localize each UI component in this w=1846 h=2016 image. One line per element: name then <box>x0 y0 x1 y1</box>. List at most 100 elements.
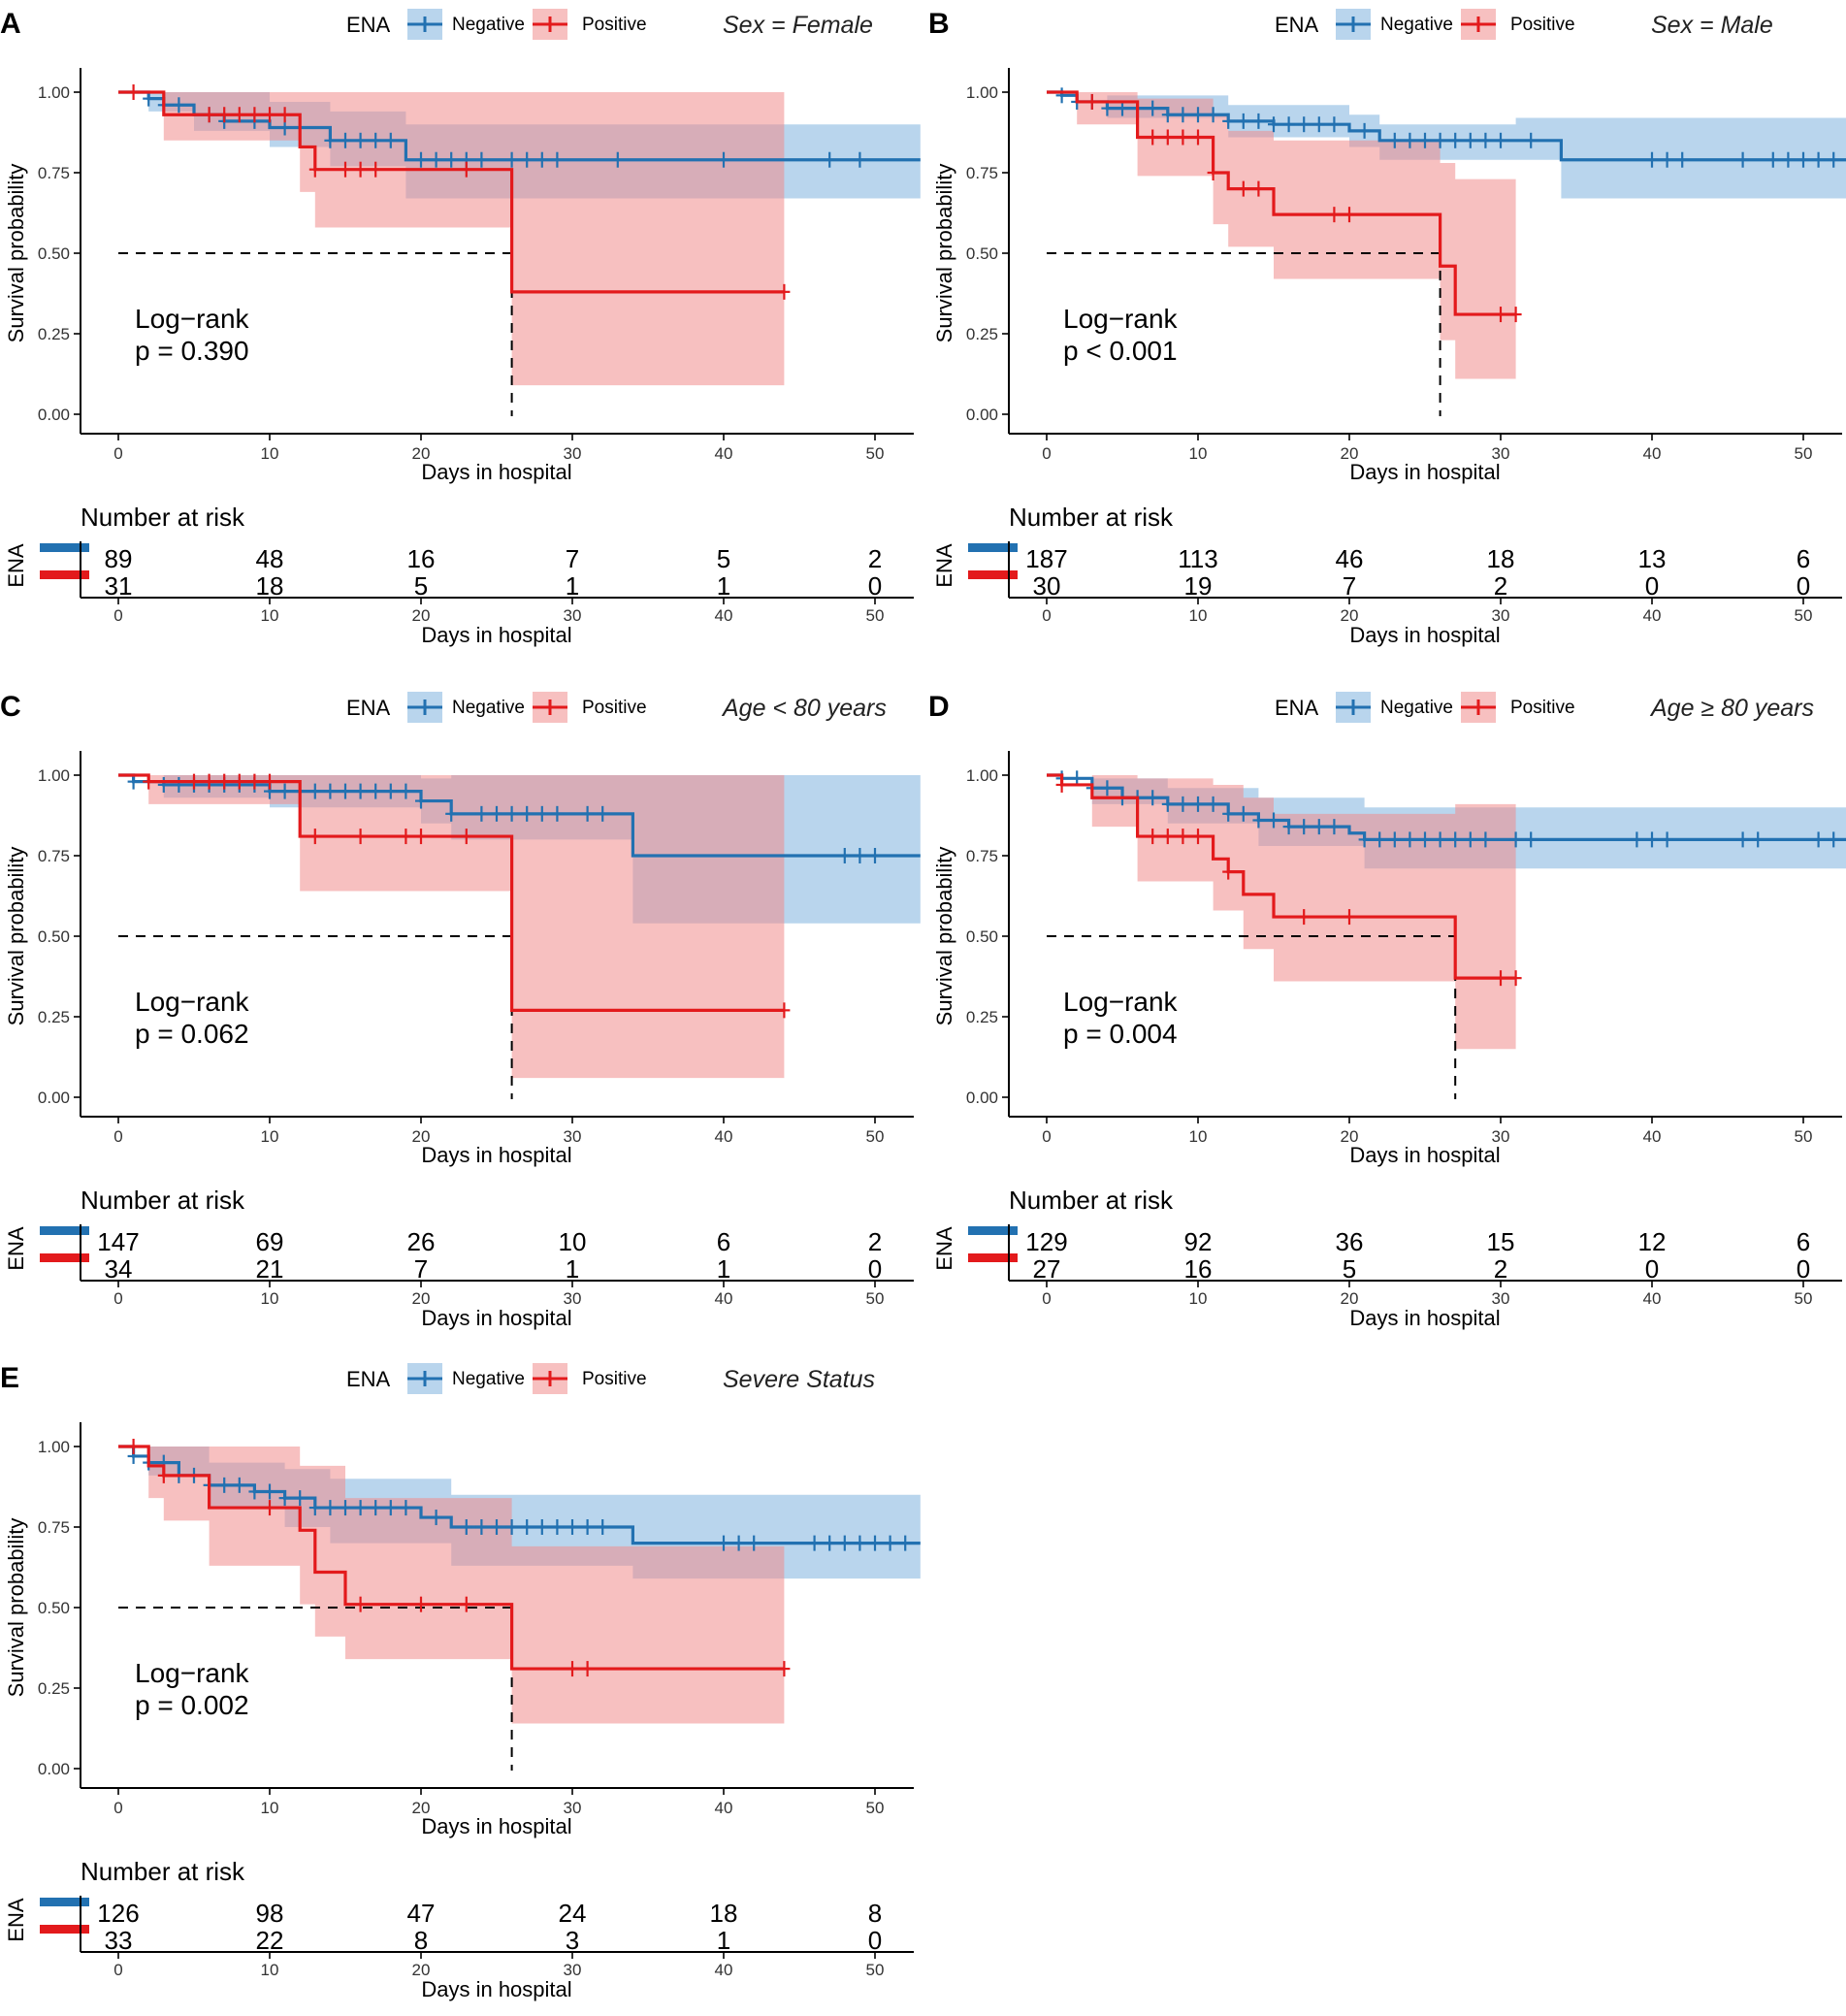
risk-count-negative: 7 <box>566 544 579 573</box>
x-axis-title: Days in hospital <box>1349 460 1500 484</box>
x-tick-label: 20 <box>1341 444 1359 463</box>
x-axis-title: Days in hospital <box>421 1143 571 1167</box>
risk-x-tick-label: 30 <box>564 1289 582 1308</box>
p-value-label: p = 0.004 <box>1063 1019 1178 1049</box>
y-axis-title: Survival probability <box>4 847 28 1026</box>
risk-count-negative: 2 <box>868 1227 882 1256</box>
risk-x-tick-label: 30 <box>564 1961 582 1979</box>
y-tick-label: 0.00 <box>38 406 70 424</box>
x-tick-label: 40 <box>1643 444 1662 463</box>
x-tick-label: 40 <box>715 1799 733 1817</box>
risk-key-positive <box>40 570 89 579</box>
risk-count-negative: 147 <box>97 1227 139 1256</box>
subgroup-label: Severe Status <box>723 1366 875 1393</box>
risk-key-positive <box>40 1253 89 1262</box>
risk-key-negative <box>40 1226 89 1235</box>
x-tick-label: 10 <box>261 444 279 463</box>
risk-count-negative: 113 <box>1178 544 1217 573</box>
ci-band-negative <box>1047 92 1846 199</box>
risk-count-positive: 0 <box>868 1254 882 1284</box>
y-tick-label: 0.25 <box>38 1679 70 1698</box>
legend-title: ENA <box>346 1367 391 1391</box>
log-rank-label: Log−rank <box>135 987 250 1017</box>
risk-count-negative: 5 <box>717 544 730 573</box>
x-tick-label: 30 <box>564 1127 582 1146</box>
panel-a: A ENA Negative Positive Sex = Female 0.00 0.25… <box>0 8 921 647</box>
y-tick-label: 0.50 <box>38 244 70 263</box>
risk-count-positive: 18 <box>256 571 284 601</box>
y-tick-label: 0.25 <box>38 325 70 343</box>
x-tick-label: 30 <box>564 444 582 463</box>
risk-count-positive: 30 <box>1033 571 1061 601</box>
risk-table-title: Number at risk <box>81 503 245 532</box>
risk-x-tick-label: 20 <box>412 1289 431 1308</box>
risk-count-negative: 6 <box>717 1227 730 1256</box>
legend-label-negative: Negative <box>452 15 525 35</box>
risk-x-axis-title: Days in hospital <box>421 1977 571 2001</box>
risk-count-negative: 15 <box>1487 1227 1515 1256</box>
risk-x-tick-label: 0 <box>1042 606 1051 625</box>
risk-count-negative: 187 <box>1025 544 1067 573</box>
risk-x-tick-label: 10 <box>1189 1289 1208 1308</box>
y-tick-label: 1.00 <box>966 766 998 785</box>
risk-x-tick-label: 0 <box>113 1961 122 1979</box>
x-tick-label: 50 <box>866 1127 885 1146</box>
x-tick-label: 10 <box>261 1127 279 1146</box>
risk-count-negative: 89 <box>105 544 133 573</box>
risk-count-negative: 6 <box>1797 1227 1810 1256</box>
log-rank-label: Log−rank <box>135 1658 250 1688</box>
y-axis-title: Survival probability <box>932 847 956 1026</box>
risk-count-positive: 1 <box>566 571 579 601</box>
x-tick-label: 50 <box>1795 444 1813 463</box>
x-tick-label: 40 <box>1643 1127 1662 1146</box>
x-tick-label: 30 <box>564 1799 582 1817</box>
x-axis-title: Days in hospital <box>421 460 571 484</box>
risk-count-positive: 0 <box>1645 1254 1659 1284</box>
legend-title: ENA <box>1275 696 1319 720</box>
risk-x-tick-label: 40 <box>715 1961 733 1979</box>
risk-table-title: Number at risk <box>81 1857 245 1886</box>
risk-x-tick-label: 50 <box>1795 1289 1813 1308</box>
risk-x-tick-label: 0 <box>113 606 122 625</box>
legend-label-negative: Negative <box>452 1369 525 1389</box>
x-tick-label: 0 <box>113 1799 122 1817</box>
risk-key-negative <box>968 543 1018 552</box>
p-value-label: p = 0.390 <box>135 336 249 366</box>
risk-count-positive: 27 <box>1033 1254 1061 1284</box>
y-tick-label: 0.50 <box>966 244 998 263</box>
x-tick-label: 30 <box>1492 444 1510 463</box>
x-tick-label: 20 <box>412 1127 431 1146</box>
risk-count-positive: 16 <box>1184 1254 1213 1284</box>
subgroup-label: Sex = Male <box>1651 12 1773 39</box>
ci-band-positive <box>1047 92 1516 379</box>
risk-x-tick-label: 40 <box>715 1289 733 1308</box>
y-tick-label: 0.00 <box>966 406 998 424</box>
panel-b: B ENA Negative Positive Sex = Male 0.00 0.25 0.… <box>928 8 1846 647</box>
risk-x-tick-label: 10 <box>261 606 279 625</box>
log-rank-label: Log−rank <box>1063 304 1179 334</box>
risk-count-positive: 21 <box>256 1254 284 1284</box>
panel-letter: C <box>0 691 21 723</box>
ci-band-positive <box>1047 775 1516 1050</box>
risk-count-negative: 18 <box>710 1899 738 1928</box>
legend-title: ENA <box>346 696 391 720</box>
risk-count-negative: 12 <box>1638 1227 1667 1256</box>
y-tick-label: 0.75 <box>966 164 998 182</box>
risk-x-axis-title: Days in hospital <box>1349 623 1500 647</box>
risk-strata-label: ENA <box>4 543 28 588</box>
risk-x-tick-label: 40 <box>715 606 733 625</box>
y-tick-label: 1.00 <box>38 1438 70 1456</box>
risk-count-positive: 0 <box>1797 1254 1810 1284</box>
risk-count-positive: 1 <box>717 571 730 601</box>
risk-table-title: Number at risk <box>1009 1186 1174 1215</box>
y-tick-label: 1.00 <box>38 83 70 102</box>
x-tick-label: 50 <box>1795 1127 1813 1146</box>
risk-count-negative: 69 <box>256 1227 284 1256</box>
risk-count-negative: 8 <box>868 1899 882 1928</box>
y-axis-title: Survival probability <box>4 1518 28 1698</box>
risk-count-positive: 2 <box>1494 1254 1507 1284</box>
risk-count-positive: 1 <box>566 1254 579 1284</box>
risk-count-positive: 7 <box>414 1254 428 1284</box>
risk-x-tick-label: 20 <box>412 1961 431 1979</box>
risk-key-positive <box>968 570 1018 579</box>
